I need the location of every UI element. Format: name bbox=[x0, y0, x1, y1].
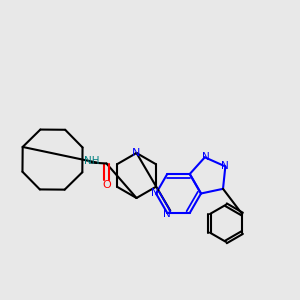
Text: N: N bbox=[221, 161, 229, 171]
Text: NH: NH bbox=[84, 156, 99, 166]
Text: N: N bbox=[151, 188, 158, 199]
Text: N: N bbox=[164, 209, 171, 220]
Text: N: N bbox=[202, 152, 210, 162]
Text: N: N bbox=[132, 148, 141, 158]
Text: O: O bbox=[102, 180, 111, 190]
